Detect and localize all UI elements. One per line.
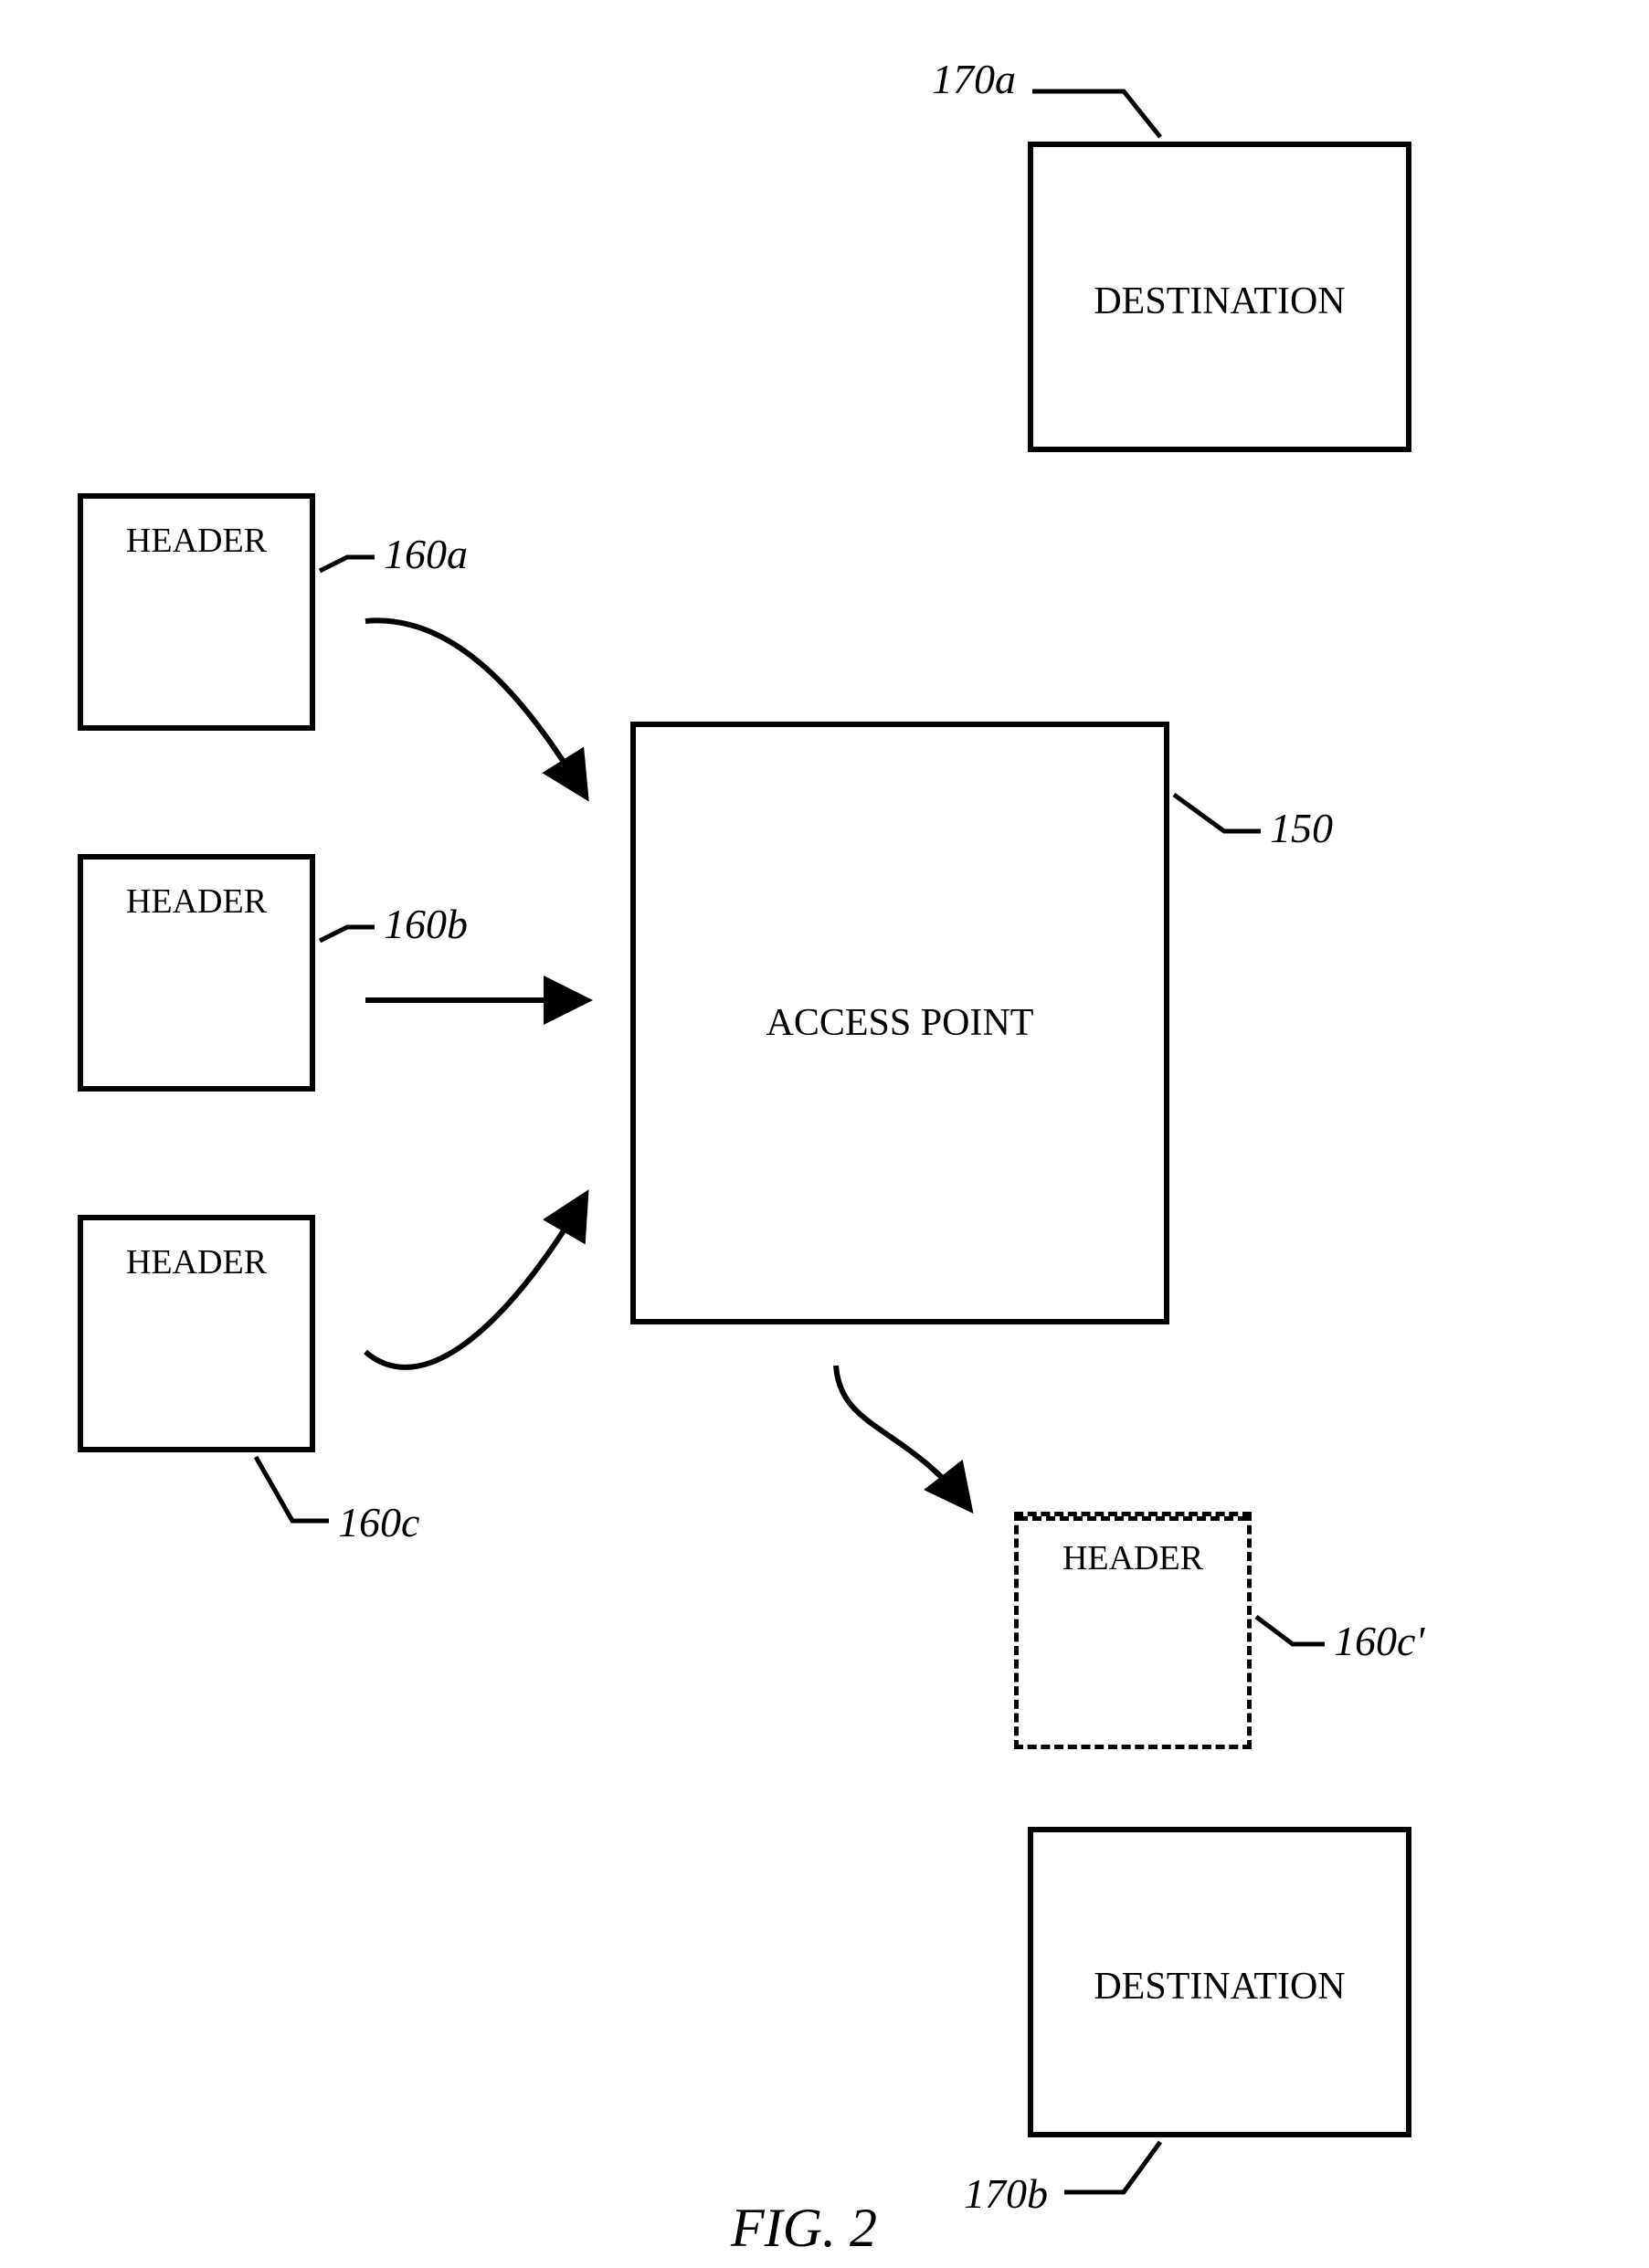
packet-a-box: HEADER xyxy=(78,493,315,731)
ref-150: 150 xyxy=(1270,804,1333,852)
packet-b-header-label: HEADER xyxy=(83,881,310,922)
packet-b-box: HEADER xyxy=(78,854,315,1092)
access-point-box: ACCESS POINT xyxy=(630,722,1169,1324)
packet-a-header-label: HEADER xyxy=(83,521,310,561)
ref-170b: 170b xyxy=(964,2169,1048,2218)
ref-160c-prime: 160c' xyxy=(1334,1617,1424,1665)
packet-c-prime-box: HEADER xyxy=(1014,1512,1252,1749)
destination-a-box: DESTINATION xyxy=(1028,142,1411,452)
ref-160a: 160a xyxy=(384,530,468,578)
destination-b-box: DESTINATION xyxy=(1028,1827,1411,2137)
ref-160c: 160c xyxy=(338,1498,419,1546)
figure-canvas: DESTINATION HEADER HEADER HEADER ACCESS … xyxy=(0,0,1649,2268)
destination-b-label: DESTINATION xyxy=(1033,1965,1406,2009)
ref-170a: 170a xyxy=(932,55,1016,103)
access-point-label: ACCESS POINT xyxy=(636,1001,1164,1045)
ref-160b: 160b xyxy=(384,900,468,948)
destination-a-label: DESTINATION xyxy=(1033,280,1406,323)
packet-c-box: HEADER xyxy=(78,1215,315,1452)
packet-c-prime-header-label: HEADER xyxy=(1019,1538,1247,1578)
figure-caption: FIG. 2 xyxy=(731,2197,877,2260)
packet-c-header-label: HEADER xyxy=(83,1242,310,1282)
